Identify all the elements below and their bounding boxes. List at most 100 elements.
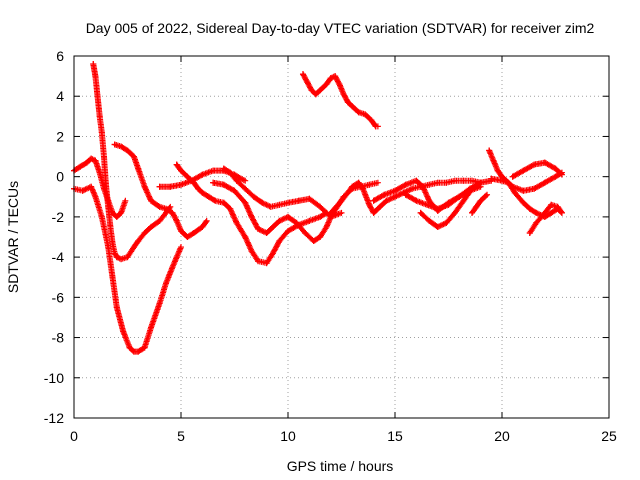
data-point <box>178 244 184 251</box>
data-point <box>210 179 217 186</box>
data-point <box>552 173 559 180</box>
data-point <box>426 181 433 188</box>
data-point <box>98 213 105 220</box>
data-series <box>71 61 565 355</box>
data-point <box>124 254 131 261</box>
data-point <box>381 191 388 198</box>
data-point <box>383 197 390 204</box>
data-point <box>554 203 561 210</box>
data-point <box>520 167 527 174</box>
data-point <box>263 229 270 236</box>
data-point <box>434 205 441 212</box>
y-tick-label: 0 <box>56 169 64 185</box>
data-point <box>148 324 155 331</box>
data-point <box>267 203 274 210</box>
data-point <box>310 238 317 245</box>
series-arc-16 <box>488 175 565 220</box>
data-point <box>426 217 433 224</box>
data-point <box>368 117 375 124</box>
data-point <box>558 209 565 216</box>
data-point <box>417 209 424 216</box>
x-tick-label: 5 <box>177 428 185 444</box>
series-arc-14 <box>469 191 491 216</box>
x-tick-labels: 0 5 10 15 20 25 <box>70 428 617 444</box>
data-point <box>312 91 319 98</box>
data-point <box>293 219 300 226</box>
data-point <box>199 223 206 230</box>
data-point <box>488 175 495 182</box>
data-point <box>156 203 163 210</box>
data-point <box>520 199 527 206</box>
data-point <box>163 280 170 287</box>
data-point <box>377 203 384 210</box>
data-point <box>111 250 118 257</box>
data-point <box>308 87 315 94</box>
chart-title: Day 005 of 2022, Sidereal Day-to-day VTE… <box>86 20 595 36</box>
data-point <box>520 187 527 194</box>
data-point <box>426 197 433 204</box>
data-point <box>250 193 257 200</box>
data-point <box>141 229 148 236</box>
data-point <box>173 217 180 224</box>
data-point <box>210 167 217 174</box>
data-point <box>120 328 127 335</box>
data-point <box>103 183 110 190</box>
data-point <box>259 199 266 206</box>
data-point <box>548 209 555 216</box>
data-point <box>242 199 249 206</box>
data-point <box>541 179 548 186</box>
grid <box>74 56 609 418</box>
data-point <box>486 147 493 154</box>
x-tick-label: 15 <box>387 428 403 444</box>
data-point <box>109 274 116 281</box>
data-point <box>323 223 330 230</box>
data-point <box>220 199 227 206</box>
data-point <box>370 209 377 216</box>
data-point <box>169 264 176 271</box>
data-point <box>199 171 206 178</box>
data-point <box>370 197 377 204</box>
data-point <box>336 81 343 88</box>
data-point <box>83 159 90 166</box>
data-point <box>424 201 431 208</box>
data-point <box>255 225 262 232</box>
data-point <box>135 238 142 245</box>
data-point <box>304 79 311 86</box>
data-point <box>113 304 120 311</box>
data-point <box>332 73 339 80</box>
y-tick-label: 6 <box>56 48 64 64</box>
data-point <box>302 229 309 236</box>
data-point <box>122 197 129 204</box>
series-arc-4 <box>111 141 210 240</box>
x-tick-label: 0 <box>70 428 78 444</box>
y-tick-label: 2 <box>56 128 64 144</box>
y-tick-label: -10 <box>44 370 64 386</box>
data-point <box>118 143 125 150</box>
y-axis-title: SDTVAR / TECUs <box>5 181 21 293</box>
data-point <box>490 157 497 164</box>
data-point <box>94 93 101 100</box>
data-point <box>227 205 234 212</box>
data-point <box>77 163 84 170</box>
series-arc-13 <box>417 179 484 230</box>
data-point <box>220 181 227 188</box>
data-point <box>484 191 491 198</box>
y-tick-labels: -12 -10 -8 -6 -4 -2 0 2 4 6 <box>44 48 64 426</box>
data-point <box>460 197 467 204</box>
data-point <box>107 223 114 230</box>
data-point <box>531 185 538 192</box>
data-point <box>533 219 540 226</box>
data-point <box>456 193 463 200</box>
data-point <box>90 61 97 68</box>
data-point <box>413 177 420 184</box>
data-point <box>100 153 107 160</box>
data-point <box>413 197 420 204</box>
data-point <box>327 209 334 216</box>
data-point <box>203 217 210 224</box>
data-point <box>130 153 137 160</box>
data-point <box>349 103 356 110</box>
data-point <box>105 203 112 210</box>
data-point <box>469 209 476 216</box>
data-point <box>98 129 105 136</box>
